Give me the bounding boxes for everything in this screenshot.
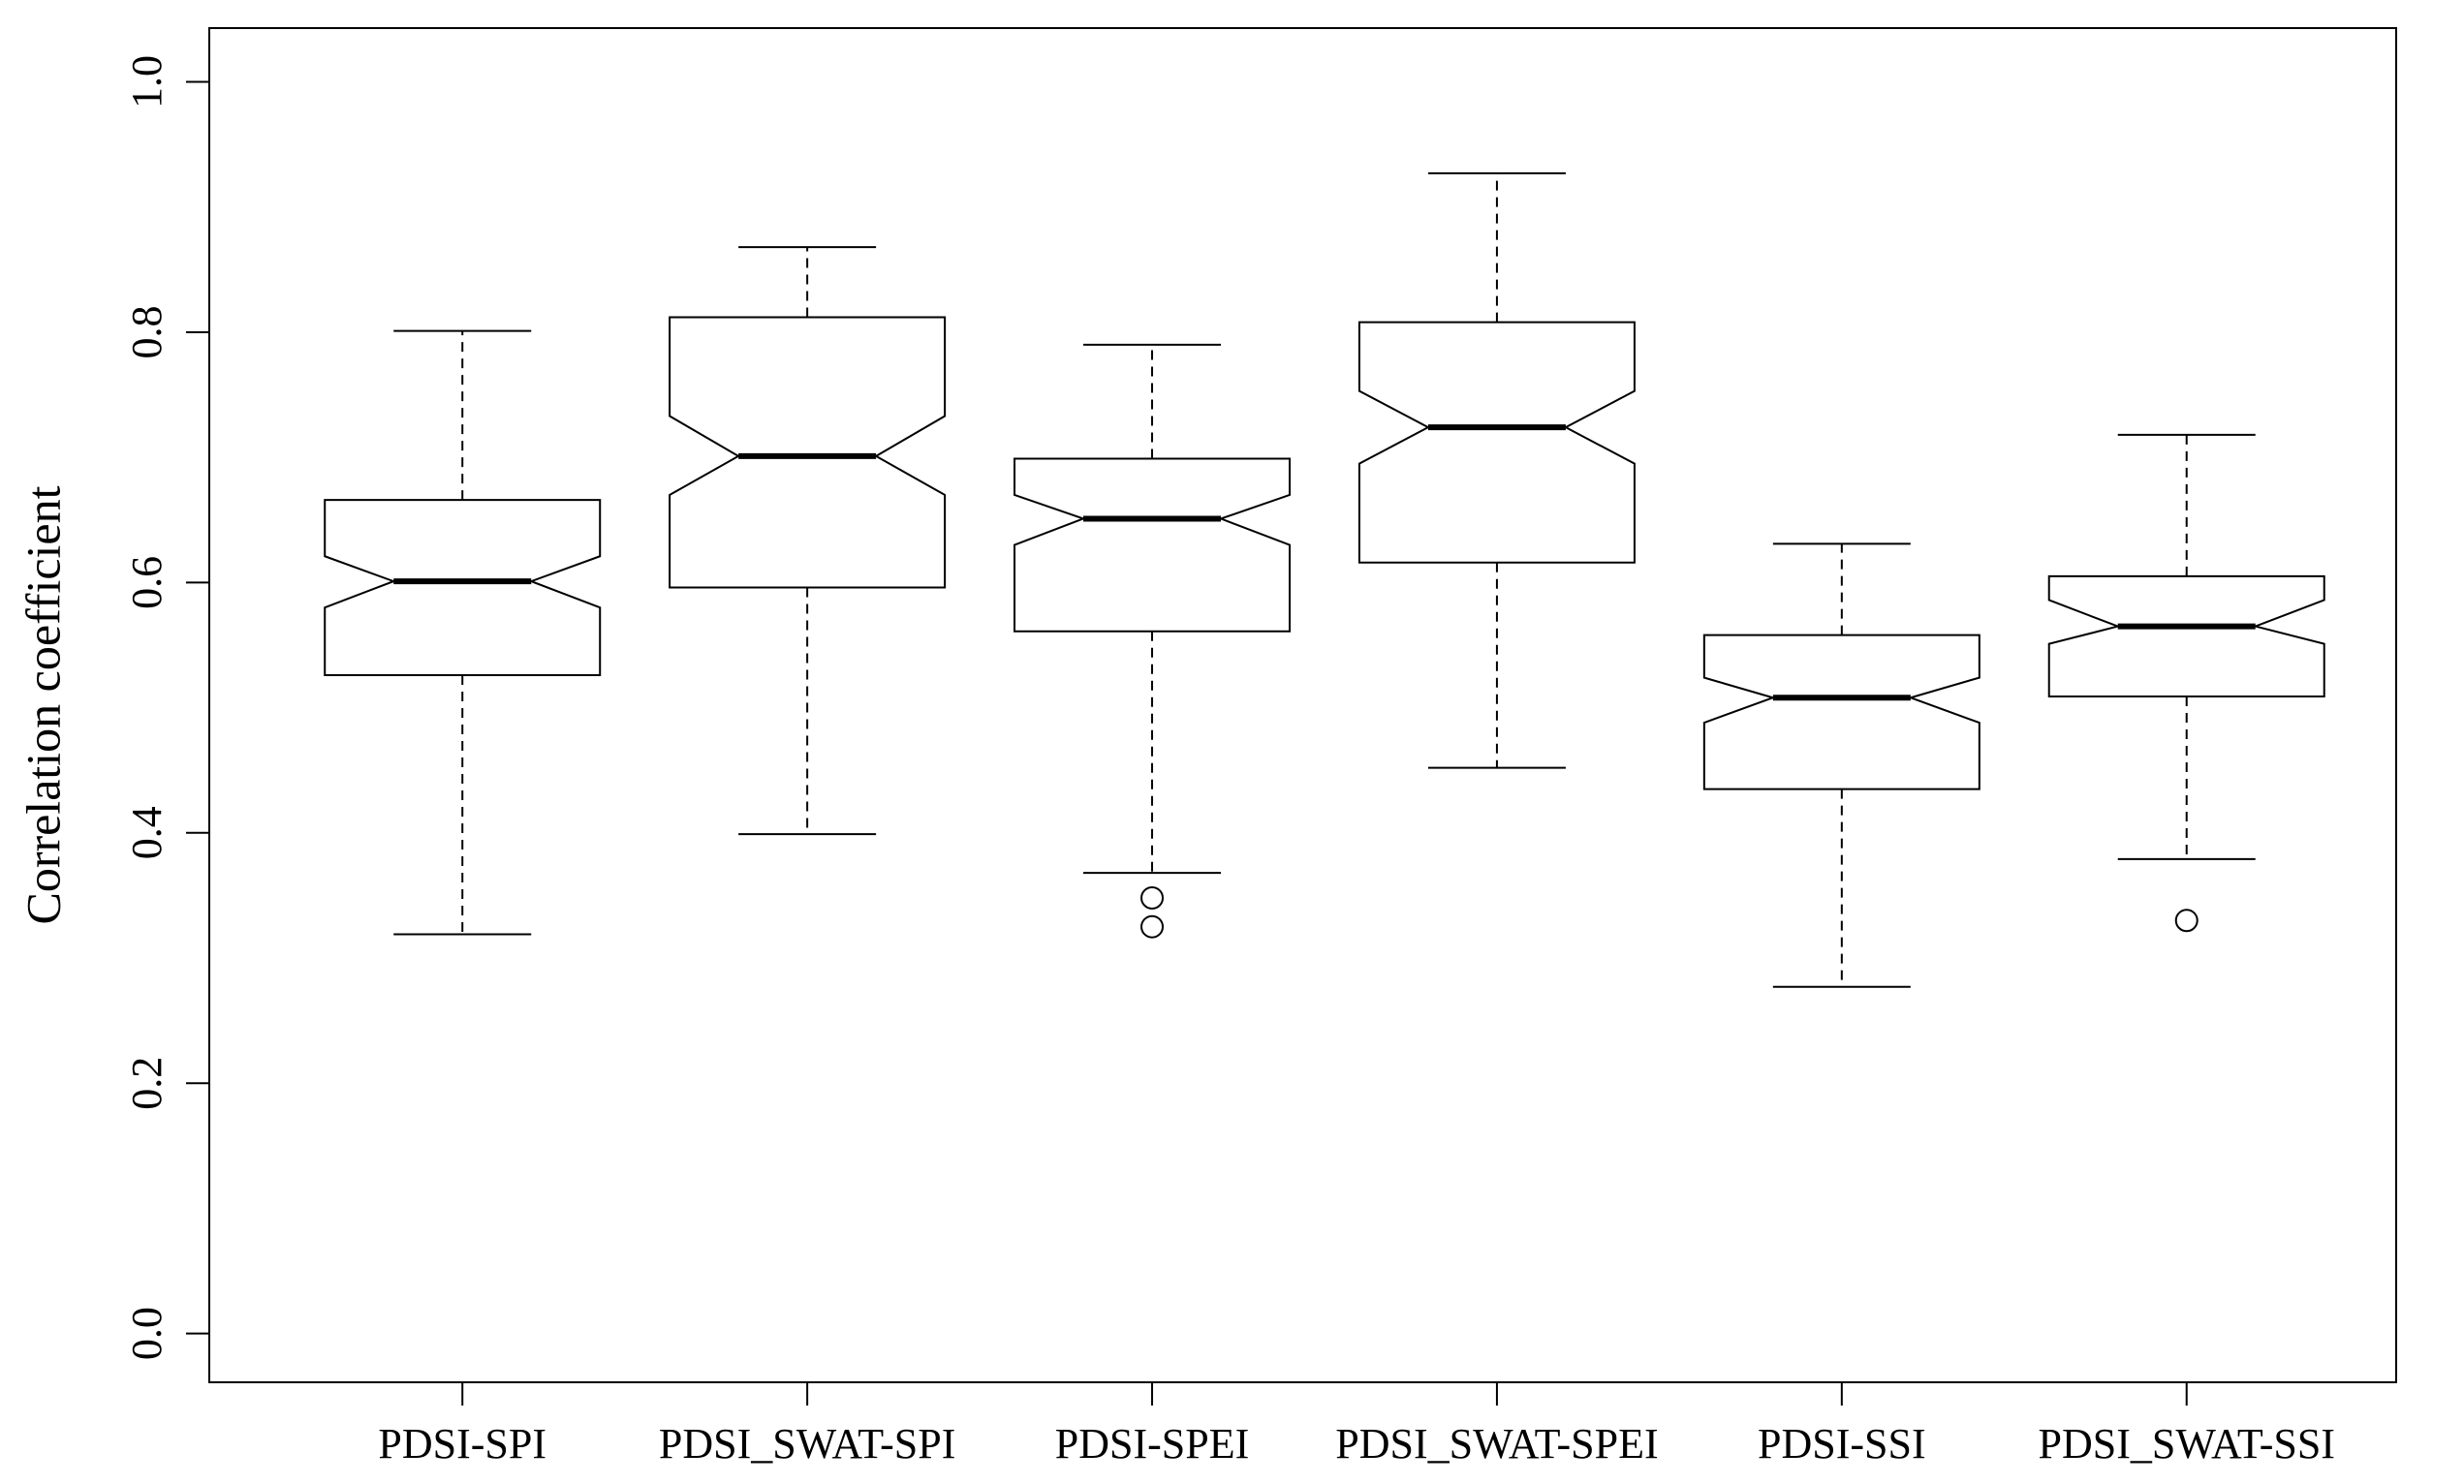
outlier: [2174, 909, 2199, 933]
x-tick-label: PDSI-SSI: [1758, 1420, 1926, 1468]
box: [1702, 634, 1981, 790]
x-tick-label: PDSI-SPI: [378, 1420, 546, 1468]
y-tick-label: 0.4: [123, 806, 171, 859]
x-tick-label: PDSI_SWAT-SSI: [2038, 1420, 2334, 1468]
y-tick-label: 1.0: [123, 55, 171, 108]
plot-frame: [208, 27, 2397, 1383]
outlier: [1140, 885, 1165, 910]
x-tick-label: PDSI-SPEI: [1055, 1420, 1250, 1468]
box: [1014, 457, 1292, 633]
y-tick-label: 0.6: [123, 556, 171, 609]
outlier: [1140, 914, 1165, 939]
box: [669, 316, 947, 589]
x-tick-label: PDSI_SWAT-SPI: [659, 1420, 955, 1468]
y-axis-label: Correlation coefficient: [16, 485, 70, 924]
box: [2047, 574, 2325, 697]
box: [324, 499, 602, 676]
x-tick-label: PDSI_SWAT-SPEI: [1335, 1420, 1658, 1468]
box: [1357, 321, 1636, 564]
y-tick-label: 0.8: [123, 305, 171, 358]
y-tick-label: 0.2: [123, 1057, 171, 1110]
y-tick-label: 0.0: [123, 1307, 171, 1360]
